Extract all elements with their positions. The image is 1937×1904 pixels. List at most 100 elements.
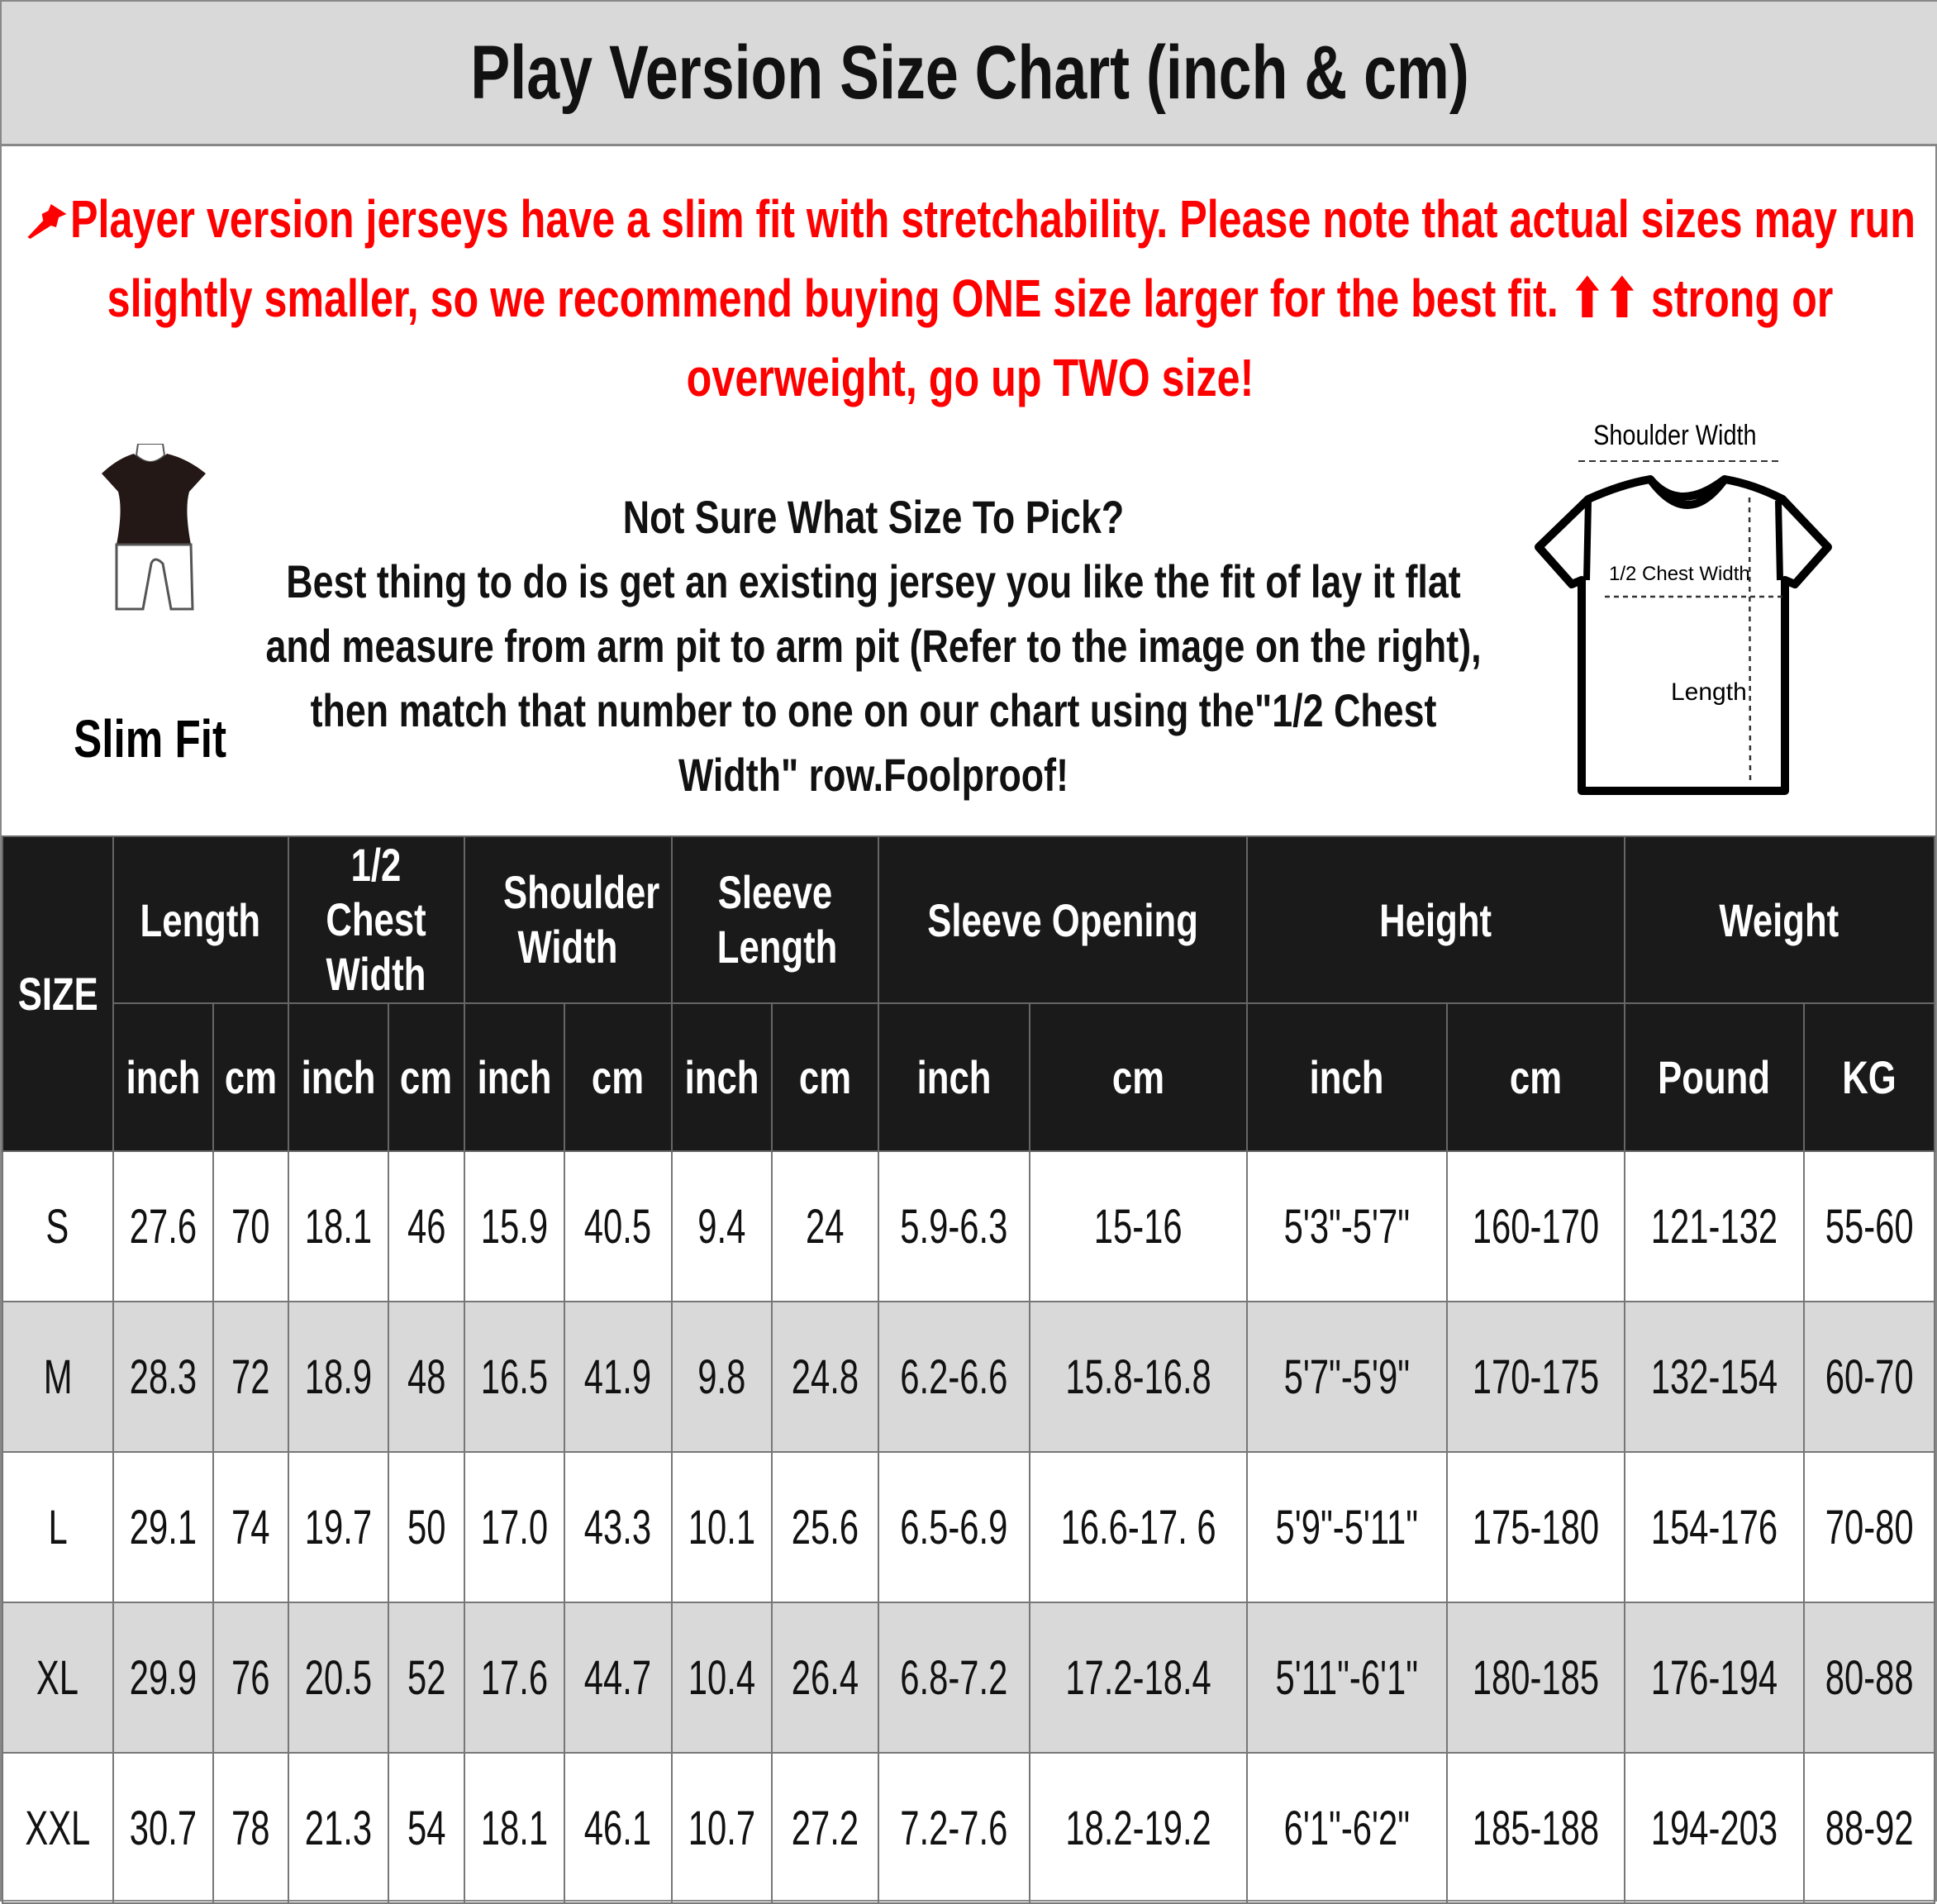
pushpin-icon [27,204,67,240]
table-cell: 70-80 [1803,1451,1935,1603]
table-cell: 132-154 [1623,1301,1806,1453]
table-cell: 154-176 [1623,1451,1806,1603]
table-cell: 170-175 [1445,1301,1625,1453]
table-cell: 46.1 [564,1752,673,1904]
table-cell: 17.6 [463,1602,566,1754]
size-table: SIZE Length 1/2 Chest Width Shoulder Wid… [2,835,1935,1904]
table-cell: 9.8 [670,1301,773,1453]
unit-header: Pound [1623,1002,1806,1152]
table-cell: 121-132 [1623,1150,1806,1302]
table-cell: 10.1 [670,1451,773,1603]
table-cell: 21.3 [287,1752,389,1904]
unit-header: inch [287,1002,389,1152]
table-cell: 194-203 [1623,1752,1806,1904]
header-row-groups: SIZE Length 1/2 Chest Width Shoulder Wid… [2,835,1935,1152]
table-cell: 26.4 [770,1602,880,1754]
size-cell: S [2,1150,114,1302]
table-cell: 30.7 [112,1752,214,1904]
table-cell: 27.6 [112,1150,214,1302]
table-cell: 29.9 [112,1602,214,1754]
table-cell: 41.9 [564,1301,673,1453]
table-cell: 55-60 [1803,1150,1935,1302]
table-cell: 18.9 [287,1301,389,1453]
table-cell: 6.8-7.2 [878,1602,1030,1754]
table-cell: 24.8 [770,1301,880,1453]
table-cell: 27.2 [770,1752,880,1904]
group-header: Weight [1623,835,1935,1004]
unit-header: inch [670,1002,773,1152]
title-bar: Play Version Size Chart (inch & cm) [2,2,1937,146]
size-cell: XXL [2,1752,114,1904]
table-cell: 25.6 [770,1451,880,1603]
notice-text: Player version jerseys have a slim fit w… [70,189,1916,407]
table-row: S 27.6 70 18.1 46 15.9 40.5 9.4 24 5.9-6.3 15-16 5'… [2,1150,1935,1302]
notice: Player version jerseys have a slim fit w… [2,179,1937,417]
table-row: XXL 30.7 78 21.3 54 18.1 46.1 10.7 27.2 7.2-7.6 18… [2,1752,1935,1904]
table-cell: 18.1 [463,1752,566,1904]
table-row: M 28.3 72 18.9 48 16.5 41.9 9.8 24.8 6.2-6.6 15.8-… [2,1301,1935,1453]
table-cell: 43.3 [564,1451,673,1603]
table-cell: 5'9"-5'11" [1246,1451,1448,1603]
unit-header: cm [387,1002,465,1152]
group-header: Height [1246,835,1625,1004]
group-header: Shoulder Width [463,835,673,1004]
group-header: 1/2 Chest Width [287,835,465,1004]
page-title: Play Version Size Chart (inch & cm) [470,30,1470,115]
table-cell: 19.7 [287,1451,389,1603]
table-cell: 74 [212,1451,289,1603]
table-cell: 18.1 [287,1150,389,1302]
table-row: XL 29.9 76 20.5 52 17.6 44.7 10.4 26.4 6.8-7.2 17.… [2,1602,1935,1754]
table-cell: 6.5-6.9 [878,1451,1030,1603]
table-cell: 28.3 [112,1301,214,1453]
table-cell: 17.0 [463,1451,566,1603]
unit-header: inch [112,1002,214,1152]
size-advice: Not Sure What Size To Pick? Best thing t… [250,485,1497,807]
table-cell: 5.9-6.3 [878,1150,1030,1302]
table-cell: 29.1 [112,1451,214,1603]
table-cell: 18.2-19.2 [1028,1752,1249,1904]
slim-fit-label: Slim Fit [74,709,227,769]
tshirt-measurement-icon: Shoulder Width 1/2 Chest Width Length [1535,419,1832,795]
unit-header: inch [1246,1002,1448,1152]
unit-header: cm [212,1002,289,1152]
table-cell: 17.2-18.4 [1028,1602,1249,1754]
table-cell: 60-70 [1803,1301,1935,1453]
size-cell: M [2,1301,114,1453]
table-cell: 15-16 [1028,1150,1249,1302]
group-header: Sleeve Opening [878,835,1249,1004]
size-header: SIZE [2,835,114,1152]
unit-header: inch [463,1002,566,1152]
table-cell: 10.7 [670,1752,773,1904]
table-cell: 20.5 [287,1602,389,1754]
table-cell: 15.8-16.8 [1028,1301,1249,1453]
table-cell: 5'3"-5'7" [1246,1150,1448,1302]
table-cell: 9.4 [670,1150,773,1302]
table-cell: 15.9 [463,1150,566,1302]
table-cell: 48 [387,1301,465,1453]
table-cell: 24 [770,1150,880,1302]
unit-header: cm [1028,1002,1249,1152]
slim-fit-mannequin-icon [102,444,206,611]
table-cell: 180-185 [1445,1602,1625,1754]
header-row-units: inch cm inch cm inch cm inch cm inch cm inch cm Poun… [2,1002,1935,1152]
table-cell: 78 [212,1752,289,1904]
table-cell: 76 [212,1602,289,1754]
table-cell: 175-180 [1445,1451,1625,1603]
length-label: Length [1671,678,1747,706]
advice-body: Best thing to do is get an existing jers… [265,555,1482,801]
unit-header: KG [1803,1002,1935,1152]
unit-header: cm [564,1002,673,1152]
table-cell: 6.2-6.6 [878,1301,1030,1453]
table-cell: 10.4 [670,1602,773,1754]
table-cell: 88-92 [1803,1752,1935,1904]
table-row: L 29.1 74 19.7 50 17.0 43.3 10.1 25.6 6.5-6.9 16.6… [2,1451,1935,1603]
unit-header: inch [878,1002,1030,1152]
table-cell: 185-188 [1445,1752,1625,1904]
size-cell: L [2,1451,114,1603]
table-cell: 46 [387,1150,465,1302]
table-cell: 16.6-17. 6 [1028,1451,1249,1603]
table-cell: 80-88 [1803,1602,1935,1754]
table-cell: 40.5 [564,1150,673,1302]
table-cell: 160-170 [1445,1150,1625,1302]
unit-header: cm [1445,1002,1625,1152]
